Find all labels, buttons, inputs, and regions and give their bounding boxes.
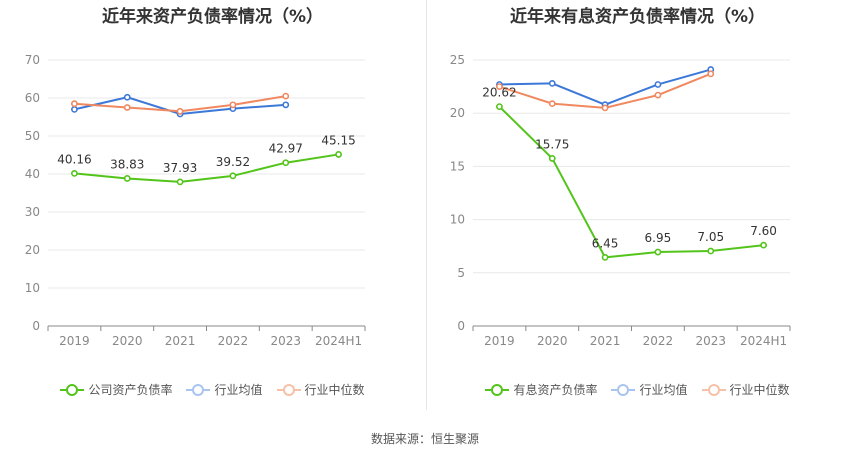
- left-chart-panel: 近年来资产负债率情况（%） 0 10 20 30 40 50 60 70 2019 2020 202…: [0, 0, 425, 410]
- x-tick-label: 2021: [590, 334, 621, 348]
- y-tick-label: 50: [25, 129, 40, 143]
- data-point: [282, 101, 290, 109]
- x-tick-label: 2024H1: [315, 334, 362, 348]
- data-point: [654, 81, 662, 88]
- right-chart-panel: 近年来有息资产负债率情况（%） 0 5 10 15 20 25 2019 2020 2021 20…: [425, 0, 850, 410]
- interest-debt-ratio-chart: 0 5 10 15 20 25 2019 2020 2021 2022 2023 2024H1 20.6…: [450, 53, 791, 348]
- y-tick-label: 60: [25, 91, 40, 105]
- legend-item-industry-median[interactable]: 行业中位数: [701, 381, 790, 398]
- y-tick-label: 25: [450, 53, 465, 67]
- x-tick-label: 2020: [537, 334, 568, 348]
- x-tick-label: 2022: [218, 334, 249, 348]
- debt-ratio-chart: 0 10 20 30 40 50 60 70 2019 2020 2021 2022 2023 2024H…: [25, 53, 366, 348]
- legend-marker-icon: [701, 383, 726, 397]
- data-label: 45.15: [321, 133, 355, 147]
- data-label: 7.05: [697, 230, 724, 244]
- legend-label: 行业均值: [639, 383, 688, 397]
- data-point: [123, 104, 131, 111]
- data-label: 37.93: [163, 161, 197, 175]
- data-point: [282, 159, 290, 167]
- x-tick-label: 2021: [165, 334, 196, 348]
- legend-marker-icon: [186, 383, 211, 397]
- data-point: [707, 247, 715, 255]
- x-tick-label: 2022: [643, 334, 674, 348]
- legend-label: 有息资产负债率: [513, 383, 598, 397]
- data-point: [654, 91, 662, 99]
- legend-label: 公司资产负债率: [88, 383, 173, 397]
- data-point: [496, 83, 503, 90]
- series-line: [498, 105, 764, 259]
- y-tick-label: 0: [32, 319, 40, 333]
- x-tick-label: 2019: [484, 334, 515, 348]
- data-point: [335, 151, 342, 158]
- data-point: [548, 80, 556, 87]
- data-point: [654, 248, 662, 256]
- chart-legend: 有息资产负债率 行业均值 行业中位数: [425, 381, 850, 398]
- legend-label: 行业均值: [214, 383, 263, 397]
- y-tick-label: 30: [25, 205, 40, 219]
- data-point: [229, 172, 237, 180]
- data-point: [176, 107, 184, 115]
- chart-title: 近年来资产负债率情况（%）: [101, 7, 324, 27]
- y-tick-label: 20: [450, 106, 465, 120]
- y-tick-label: 15: [450, 159, 465, 173]
- y-tick-label: 0: [457, 319, 465, 333]
- y-tick-label: 40: [25, 167, 40, 181]
- data-point: [496, 103, 503, 111]
- data-point: [548, 155, 556, 162]
- y-tick-label: 20: [25, 243, 40, 257]
- legend-item-industry-mean[interactable]: 行业均值: [611, 381, 688, 398]
- data-label: 42.97: [269, 142, 303, 156]
- data-point: [282, 92, 290, 100]
- data-point: [71, 106, 78, 113]
- data-point: [601, 104, 609, 112]
- data-point: [176, 178, 184, 186]
- legend-marker-icon: [611, 383, 636, 397]
- data-label: 7.60: [750, 224, 777, 238]
- legend-marker-icon: [60, 383, 85, 397]
- data-point: [760, 241, 767, 249]
- x-tick-label: 2023: [695, 334, 726, 348]
- data-label: 6.95: [645, 231, 672, 245]
- data-label: 39.52: [216, 155, 250, 169]
- series-line: [74, 153, 339, 183]
- x-tick-label: 2024H1: [740, 334, 787, 348]
- y-tick-label: 5: [457, 266, 465, 280]
- x-tick-label: 2020: [112, 334, 143, 348]
- y-tick-label: 10: [25, 281, 40, 295]
- data-point: [123, 175, 131, 182]
- data-label: 6.45: [592, 236, 619, 250]
- data-point: [71, 169, 78, 177]
- data-point: [548, 100, 556, 108]
- chart-title: 近年来有息资产负债率情况（%）: [509, 7, 766, 27]
- data-point: [707, 70, 715, 78]
- legend-item-company[interactable]: 公司资产负债率: [60, 381, 172, 398]
- data-source-note: 数据来源：恒生聚源: [370, 432, 479, 446]
- data-point: [123, 93, 131, 101]
- data-label: 38.83: [110, 157, 144, 171]
- data-label: 40.16: [57, 152, 91, 166]
- data-point: [71, 100, 78, 108]
- legend-item-industry-mean[interactable]: 行业均值: [186, 381, 263, 398]
- data-label: 20.62: [482, 86, 516, 100]
- legend-label: 行业中位数: [304, 383, 365, 397]
- data-point: [229, 101, 237, 109]
- chart-legend: 公司资产负债率 行业均值 行业中位数: [0, 381, 425, 398]
- legend-item-industry-median[interactable]: 行业中位数: [276, 381, 365, 398]
- panel-divider: [426, 0, 427, 410]
- y-tick-label: 10: [450, 213, 465, 227]
- x-tick-label: 2023: [270, 334, 301, 348]
- data-label: 15.75: [535, 137, 569, 151]
- y-tick-label: 70: [25, 53, 40, 67]
- legend-item-company[interactable]: 有息资产负债率: [485, 381, 597, 398]
- legend-marker-icon: [276, 383, 301, 397]
- legend-marker-icon: [485, 383, 510, 397]
- data-point: [601, 253, 609, 261]
- legend-label: 行业中位数: [729, 383, 790, 397]
- x-tick-label: 2019: [59, 334, 90, 348]
